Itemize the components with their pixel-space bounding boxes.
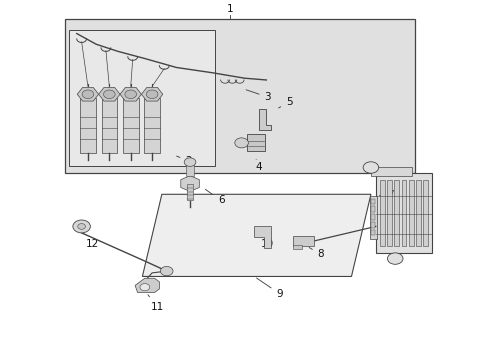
Circle shape [82, 90, 94, 99]
Text: 8: 8 [308, 247, 324, 259]
Polygon shape [77, 87, 99, 101]
Circle shape [184, 158, 196, 166]
Polygon shape [135, 278, 159, 293]
Polygon shape [120, 87, 141, 101]
Polygon shape [142, 194, 370, 276]
Text: 4: 4 [255, 159, 262, 172]
Circle shape [124, 90, 136, 99]
Polygon shape [99, 87, 120, 101]
Bar [415, 180, 420, 246]
Bar [102, 98, 117, 153]
Bar [246, 134, 265, 152]
Circle shape [73, 220, 90, 233]
Bar [408, 180, 413, 246]
Bar [122, 98, 138, 153]
Bar [370, 230, 374, 235]
Text: 2: 2 [176, 156, 191, 166]
Bar [370, 206, 374, 212]
Text: 11: 11 [148, 295, 163, 312]
Bar [186, 163, 194, 176]
Text: 1: 1 [226, 4, 233, 14]
Circle shape [78, 224, 85, 229]
Bar [80, 98, 96, 153]
Circle shape [140, 284, 149, 291]
Circle shape [234, 138, 248, 148]
Bar [370, 222, 374, 228]
Bar [370, 214, 374, 220]
Polygon shape [259, 109, 271, 130]
Text: 12: 12 [83, 233, 99, 249]
Circle shape [103, 90, 115, 99]
Bar [401, 180, 406, 246]
Polygon shape [181, 176, 199, 192]
Bar [379, 180, 384, 246]
Bar [386, 180, 391, 246]
Circle shape [160, 266, 173, 276]
Bar [369, 196, 376, 239]
Circle shape [363, 162, 378, 173]
Bar [69, 30, 215, 166]
Bar [186, 184, 193, 200]
Bar [292, 236, 313, 246]
Polygon shape [254, 226, 271, 248]
Bar [393, 180, 398, 246]
Text: 7: 7 [379, 190, 393, 201]
Bar [64, 19, 414, 173]
Text: 6: 6 [205, 189, 224, 205]
Text: 10: 10 [260, 235, 273, 249]
Bar [292, 245, 301, 249]
Bar [423, 180, 427, 246]
Circle shape [146, 90, 158, 99]
Bar [370, 167, 411, 176]
Bar [370, 199, 374, 204]
Text: 5: 5 [278, 97, 292, 108]
Text: 3: 3 [245, 90, 271, 102]
Text: 9: 9 [256, 278, 282, 298]
Bar [144, 98, 160, 153]
Circle shape [386, 253, 402, 264]
Polygon shape [141, 87, 163, 101]
Bar [375, 173, 431, 253]
